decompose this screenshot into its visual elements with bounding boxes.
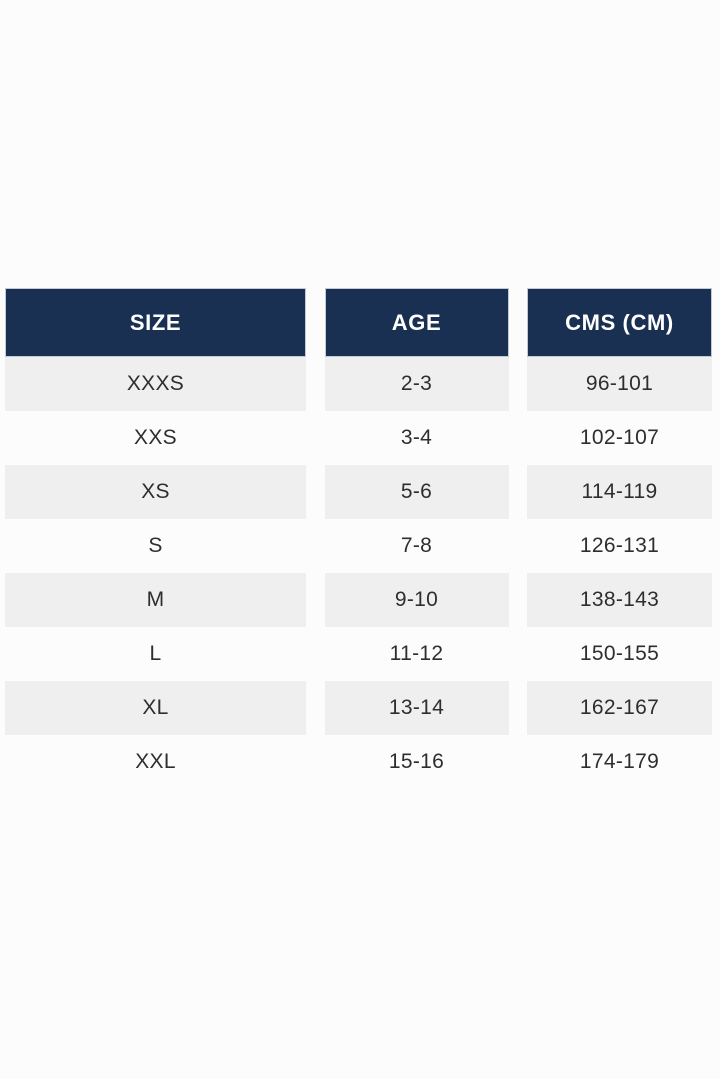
table-cell: XS [5,465,306,519]
table-cell: 5-6 [324,465,509,519]
age-column-body: 2-3 3-4 5-6 7-8 9-10 11-12 13-14 15-16 [324,357,509,789]
table-cell: 96-101 [527,357,712,411]
table-cell: 150-155 [579,642,660,665]
table-cell: 11-12 [389,642,444,665]
size-column-body: XXXS XXS XS S M L XL XXL [5,357,306,789]
table-cell: XXXS [5,357,306,411]
table-cell: M [5,573,306,627]
table-cell: S [148,534,163,557]
table-cell: 138-143 [527,573,712,627]
table-cell: 174-179 [579,750,660,773]
table-cell: 162-167 [527,681,712,735]
table-cell: 7-8 [400,534,433,557]
age-column: AGE 2-3 3-4 5-6 7-8 9-10 11-12 13-14 15-… [324,288,509,789]
table-cell: 126-131 [579,534,660,557]
size-column: SIZE XXXS XXS XS S M L XL XXL [5,288,306,789]
size-column-header: SIZE [5,288,306,357]
cms-column-body: 96-101 102-107 114-119 126-131 138-143 1… [527,357,712,789]
table-cell: 102-107 [579,426,660,449]
cms-column: CMS (CM) 96-101 102-107 114-119 126-131 … [527,288,712,789]
size-chart-table: SIZE XXXS XXS XS S M L XL XXL AGE 2-3 3-… [5,288,712,789]
table-cell: L [149,642,162,665]
age-column-header: AGE [324,288,509,357]
table-cell: XXL [135,750,176,773]
table-cell: XL [5,681,306,735]
table-cell: 2-3 [324,357,509,411]
table-cell: 9-10 [324,573,509,627]
table-cell: XXS [134,426,177,449]
table-cell: 13-14 [324,681,509,735]
table-cell: 114-119 [527,465,712,519]
table-cell: 3-4 [400,426,433,449]
cms-column-header: CMS (CM) [527,288,712,357]
table-cell: 15-16 [388,750,445,773]
